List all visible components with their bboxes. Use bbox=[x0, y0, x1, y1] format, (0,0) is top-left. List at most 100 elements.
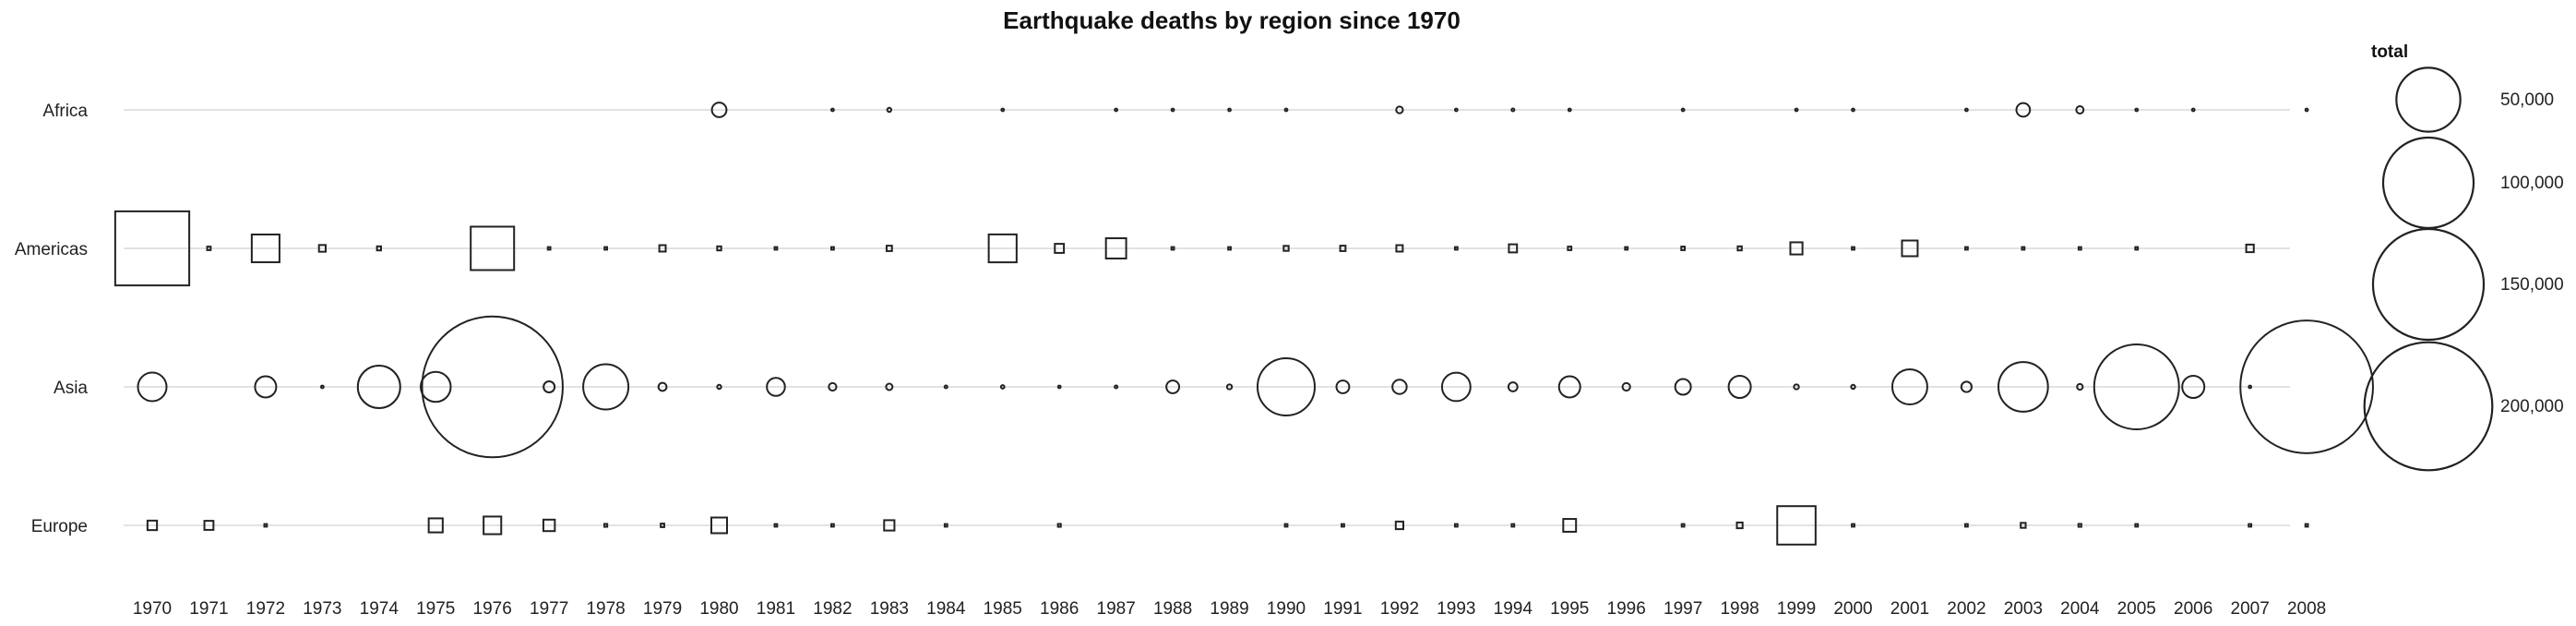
mark-africa-1990 bbox=[1283, 107, 1289, 113]
mark-europe-1990 bbox=[1283, 523, 1289, 528]
mark-asia-1991 bbox=[1335, 379, 1351, 394]
mark-europe-2007 bbox=[2248, 523, 2253, 528]
mark-africa-2006 bbox=[2190, 107, 2196, 113]
mark-africa-1999 bbox=[1794, 107, 1799, 113]
year-label-2005: 2005 bbox=[2117, 599, 2156, 619]
mark-americas-1976 bbox=[470, 225, 516, 271]
mark-europe-2002 bbox=[1964, 523, 1969, 528]
year-label-1990: 1990 bbox=[1267, 599, 1306, 619]
mark-africa-1982 bbox=[830, 107, 835, 113]
year-label-2007: 2007 bbox=[2231, 599, 2270, 619]
row-label-europe: Europe bbox=[31, 517, 88, 536]
mark-asia-1984 bbox=[943, 384, 948, 390]
mark-africa-1987 bbox=[1114, 107, 1119, 113]
mark-americas-1982 bbox=[830, 246, 835, 251]
mark-asia-2003 bbox=[1998, 361, 2049, 413]
year-label-2004: 2004 bbox=[2060, 599, 2100, 619]
mark-asia-1978 bbox=[582, 363, 630, 411]
mark-europe-1972 bbox=[263, 523, 268, 528]
mark-africa-1985 bbox=[1000, 107, 1006, 113]
year-label-1996: 1996 bbox=[1607, 599, 1646, 619]
mark-americas-1998 bbox=[1736, 245, 1743, 252]
mark-asia-1976 bbox=[421, 315, 564, 459]
mark-europe-1979 bbox=[660, 523, 665, 528]
mark-europe-2003 bbox=[2020, 522, 2027, 529]
year-label-2008: 2008 bbox=[2287, 599, 2326, 619]
mark-americas-1981 bbox=[773, 246, 779, 251]
mark-africa-2002 bbox=[1964, 107, 1969, 113]
size-legend-title: total bbox=[2371, 42, 2408, 62]
mark-asia-1988 bbox=[1165, 379, 1181, 394]
mark-americas-1989 bbox=[1227, 246, 1232, 251]
mark-asia-1997 bbox=[1674, 378, 1692, 396]
marks bbox=[113, 102, 2374, 546]
year-label-1979: 1979 bbox=[643, 599, 682, 619]
mark-asia-1992 bbox=[1391, 379, 1408, 395]
year-label-1970: 1970 bbox=[133, 599, 172, 619]
year-label-1971: 1971 bbox=[189, 599, 228, 619]
mark-americas-1978 bbox=[603, 246, 609, 251]
lanes: Africa Americas Asia Europe bbox=[15, 102, 2290, 536]
mark-americas-1990 bbox=[1282, 245, 1290, 252]
year-label-1989: 1989 bbox=[1210, 599, 1248, 619]
mark-americas-1995 bbox=[1567, 246, 1573, 251]
mark-europe-1993 bbox=[1453, 523, 1459, 528]
mark-africa-1994 bbox=[1510, 107, 1516, 113]
mark-asia-1990 bbox=[1257, 357, 1316, 416]
mark-europe-2000 bbox=[1851, 523, 1855, 528]
mark-asia-2008 bbox=[2239, 319, 2374, 454]
mark-americas-2005 bbox=[2134, 246, 2140, 251]
mark-asia-1973 bbox=[319, 384, 325, 390]
mark-europe-1997 bbox=[1680, 523, 1686, 528]
mark-europe-1978 bbox=[603, 523, 609, 528]
mark-americas-1985 bbox=[987, 233, 1018, 264]
mark-americas-2004 bbox=[2077, 246, 2082, 251]
mark-europe-1970 bbox=[146, 519, 159, 532]
mark-europe-1983 bbox=[883, 519, 896, 532]
mark-asia-2001 bbox=[1890, 368, 1928, 405]
mark-europe-1992 bbox=[1394, 520, 1405, 531]
mark-americas-1997 bbox=[1680, 246, 1687, 251]
mark-asia-1972 bbox=[254, 375, 278, 399]
mark-asia-1987 bbox=[1114, 384, 1119, 390]
size-legend-label-100000: 100,000 bbox=[2500, 174, 2564, 193]
mark-americas-1999 bbox=[1789, 241, 1804, 256]
mark-europe-1998 bbox=[1735, 521, 1744, 530]
mark-africa-2004 bbox=[2075, 105, 2085, 114]
year-label-2003: 2003 bbox=[2004, 599, 2043, 619]
year-label-1978: 1978 bbox=[586, 599, 625, 619]
mark-asia-2000 bbox=[1850, 383, 1856, 391]
mark-asia-1979 bbox=[657, 381, 668, 392]
mark-asia-1983 bbox=[885, 382, 894, 391]
mark-americas-1973 bbox=[317, 244, 327, 253]
mark-americas-2007 bbox=[2245, 243, 2255, 254]
mark-asia-1981 bbox=[766, 377, 786, 397]
mark-asia-2006 bbox=[2181, 374, 2206, 400]
size-legend-circle-150000 bbox=[2371, 227, 2486, 342]
year-label-1973: 1973 bbox=[303, 599, 341, 619]
year-label-1994: 1994 bbox=[1494, 599, 1533, 619]
mark-europe-1999 bbox=[1776, 505, 1817, 546]
mark-europe-2005 bbox=[2134, 523, 2140, 528]
mark-americas-1977 bbox=[546, 246, 552, 251]
mark-asia-2002 bbox=[1960, 380, 1973, 393]
mark-asia-2005 bbox=[2093, 343, 2180, 430]
size-legend-label-150000: 150,000 bbox=[2500, 275, 2564, 295]
year-label-1987: 1987 bbox=[1097, 599, 1136, 619]
year-label-1980: 1980 bbox=[699, 599, 738, 619]
mark-americas-1980 bbox=[716, 245, 722, 252]
size-legend-circle-200000 bbox=[2363, 341, 2494, 472]
size-legend-label-50000: 50,000 bbox=[2500, 90, 2554, 110]
mark-africa-2005 bbox=[2134, 107, 2140, 113]
year-label-1975: 1975 bbox=[416, 599, 455, 619]
year-label-1999: 1999 bbox=[1777, 599, 1816, 619]
year-label-1977: 1977 bbox=[530, 599, 568, 619]
mark-europe-1977 bbox=[542, 518, 556, 533]
mark-asia-1989 bbox=[1225, 383, 1234, 391]
year-label-1972: 1972 bbox=[246, 599, 285, 619]
mark-asia-1994 bbox=[1507, 381, 1519, 392]
mark-asia-1999 bbox=[1793, 383, 1800, 391]
mark-asia-2007 bbox=[2248, 384, 2253, 390]
mark-americas-1971 bbox=[206, 246, 212, 251]
year-label-2001: 2001 bbox=[1890, 599, 1929, 619]
